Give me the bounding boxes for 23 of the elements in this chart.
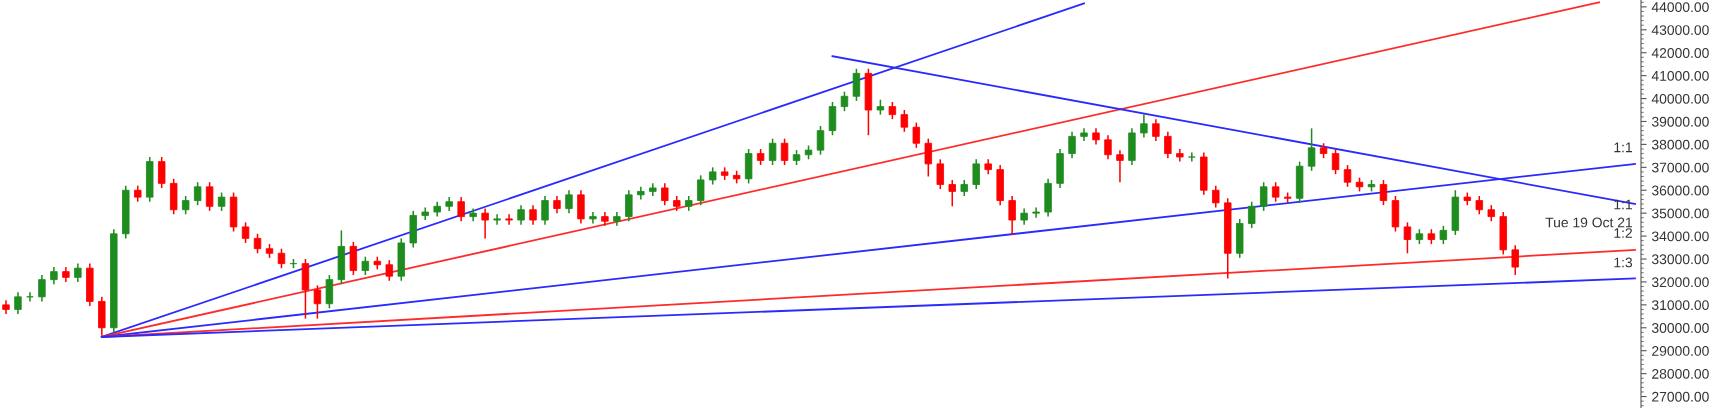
annotation: 1:1: [1614, 199, 1632, 210]
annotation: Tue 19 Oct 21: [1545, 217, 1632, 228]
y-tick-label: 39000.00: [1651, 116, 1709, 127]
y-tick-label: 31000.00: [1651, 300, 1709, 311]
y-tick-label: 33000.00: [1651, 254, 1709, 265]
y-tick-label: 36000.00: [1651, 185, 1709, 196]
y-tick-label: 32000.00: [1651, 277, 1709, 288]
y-tick-label: 37000.00: [1651, 162, 1709, 173]
y-tick-label: 29000.00: [1652, 346, 1709, 356]
y-tick-label: 27000.00: [1652, 391, 1709, 402]
y-tick-label: 40000.00: [1651, 93, 1709, 104]
y-tick-label: 34000.00: [1651, 231, 1709, 242]
y-tick-label: 41000.00: [1651, 70, 1709, 81]
y-tick-label: 42000.00: [1651, 48, 1709, 58]
annotation: 1:2: [1614, 228, 1632, 238]
y-tick-label: 43000.00: [1651, 25, 1709, 35]
annotation: 1:1: [1614, 142, 1632, 153]
annotation: 1:3: [1614, 257, 1633, 268]
y-tick-label: 44000.00: [1651, 2, 1709, 13]
y-tick-label: 35000.00: [1651, 208, 1709, 219]
y-tick-label: 38000.00: [1651, 139, 1709, 150]
y-tick-label: 30000.00: [1651, 323, 1709, 333]
y-tick-label: 28000.00: [1652, 368, 1709, 379]
